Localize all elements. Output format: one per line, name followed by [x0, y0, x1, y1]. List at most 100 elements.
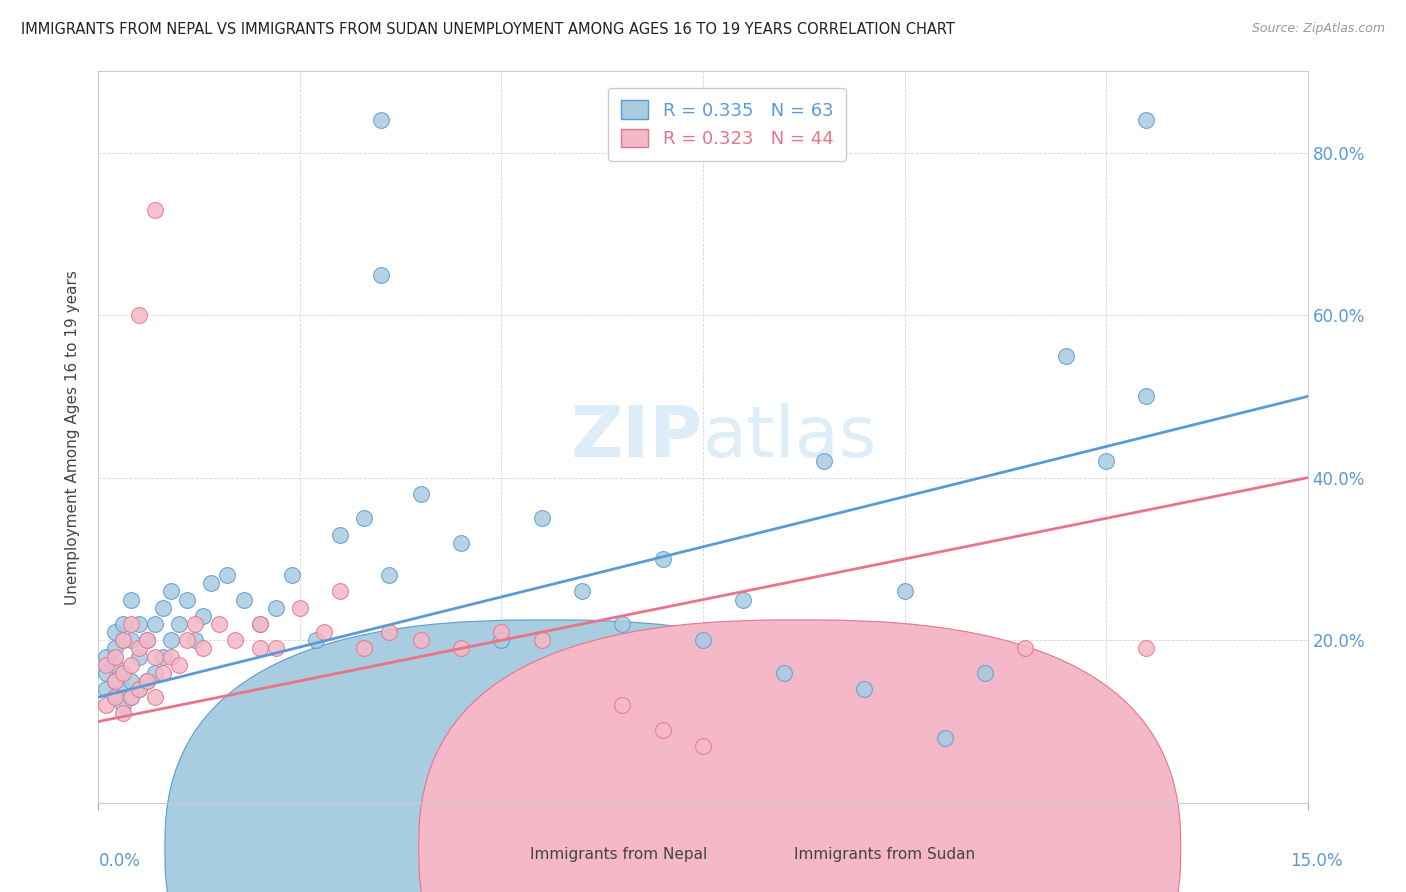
Point	[160, 649, 183, 664]
Point	[288, 600, 311, 615]
Point	[217, 568, 239, 582]
Point	[120, 633, 142, 648]
Point	[103, 690, 125, 705]
FancyBboxPatch shape	[165, 620, 927, 892]
Point	[974, 665, 997, 680]
Point	[120, 657, 142, 672]
Point	[193, 608, 215, 623]
Point	[377, 568, 399, 582]
Point	[96, 649, 118, 664]
Point	[281, 568, 304, 582]
Text: Immigrants from Nepal: Immigrants from Nepal	[530, 847, 707, 862]
Point	[111, 698, 134, 713]
Text: IMMIGRANTS FROM NEPAL VS IMMIGRANTS FROM SUDAN UNEMPLOYMENT AMONG AGES 16 TO 19 : IMMIGRANTS FROM NEPAL VS IMMIGRANTS FROM…	[21, 22, 955, 37]
Point	[200, 576, 222, 591]
Point	[1135, 641, 1157, 656]
Point	[249, 617, 271, 632]
Point	[96, 698, 118, 713]
Point	[128, 681, 150, 696]
Point	[853, 681, 876, 696]
Point	[370, 113, 392, 128]
Point	[314, 625, 336, 640]
Point	[813, 454, 835, 468]
Point	[491, 633, 513, 648]
Point	[184, 633, 207, 648]
Point	[143, 649, 166, 664]
Legend: R = 0.335   N = 63, R = 0.323   N = 44: R = 0.335 N = 63, R = 0.323 N = 44	[609, 87, 846, 161]
Point	[224, 633, 246, 648]
Point	[1095, 454, 1118, 468]
Point	[111, 633, 134, 648]
Point	[128, 617, 150, 632]
Point	[264, 600, 287, 615]
Point	[111, 665, 134, 680]
Text: 15.0%: 15.0%	[1291, 852, 1343, 870]
Point	[571, 584, 593, 599]
Point	[128, 641, 150, 656]
Point	[1054, 349, 1077, 363]
Point	[152, 665, 174, 680]
Point	[176, 633, 198, 648]
Point	[934, 731, 956, 745]
Point	[135, 673, 157, 688]
Point	[111, 706, 134, 721]
Point	[772, 665, 794, 680]
Point	[143, 202, 166, 217]
Point	[128, 308, 150, 322]
Point	[176, 592, 198, 607]
Point	[329, 527, 352, 541]
Point	[152, 600, 174, 615]
Text: Immigrants from Sudan: Immigrants from Sudan	[794, 847, 974, 862]
Point	[120, 592, 142, 607]
Point	[103, 641, 125, 656]
Point	[128, 681, 150, 696]
Point	[111, 681, 134, 696]
Point	[193, 641, 215, 656]
Point	[120, 690, 142, 705]
Point	[96, 665, 118, 680]
Point	[120, 690, 142, 705]
Point	[143, 617, 166, 632]
Point	[232, 592, 254, 607]
Point	[1135, 113, 1157, 128]
Point	[377, 625, 399, 640]
Point	[249, 617, 271, 632]
Point	[692, 739, 714, 753]
Text: atlas: atlas	[703, 402, 877, 472]
Point	[160, 584, 183, 599]
Text: ZIP: ZIP	[571, 402, 703, 472]
Point	[103, 649, 125, 664]
Point	[135, 633, 157, 648]
Point	[530, 633, 553, 648]
Point	[143, 690, 166, 705]
Point	[733, 592, 755, 607]
Point	[305, 633, 328, 648]
Point	[893, 584, 915, 599]
Y-axis label: Unemployment Among Ages 16 to 19 years: Unemployment Among Ages 16 to 19 years	[65, 269, 80, 605]
Text: Source: ZipAtlas.com: Source: ZipAtlas.com	[1251, 22, 1385, 36]
Text: 0.0%: 0.0%	[98, 852, 141, 870]
Point	[96, 657, 118, 672]
Point	[612, 617, 634, 632]
Point	[128, 649, 150, 664]
Point	[103, 625, 125, 640]
Point	[111, 665, 134, 680]
Point	[409, 633, 432, 648]
Point	[103, 690, 125, 705]
Point	[329, 584, 352, 599]
Point	[111, 633, 134, 648]
Point	[651, 552, 673, 566]
Point	[264, 641, 287, 656]
Point	[450, 641, 472, 656]
Point	[184, 617, 207, 632]
Point	[353, 511, 375, 525]
Point	[530, 511, 553, 525]
Point	[152, 649, 174, 664]
Point	[612, 698, 634, 713]
Point	[135, 673, 157, 688]
Point	[120, 673, 142, 688]
Point	[143, 665, 166, 680]
Point	[692, 633, 714, 648]
Point	[1014, 641, 1036, 656]
Point	[208, 617, 231, 632]
